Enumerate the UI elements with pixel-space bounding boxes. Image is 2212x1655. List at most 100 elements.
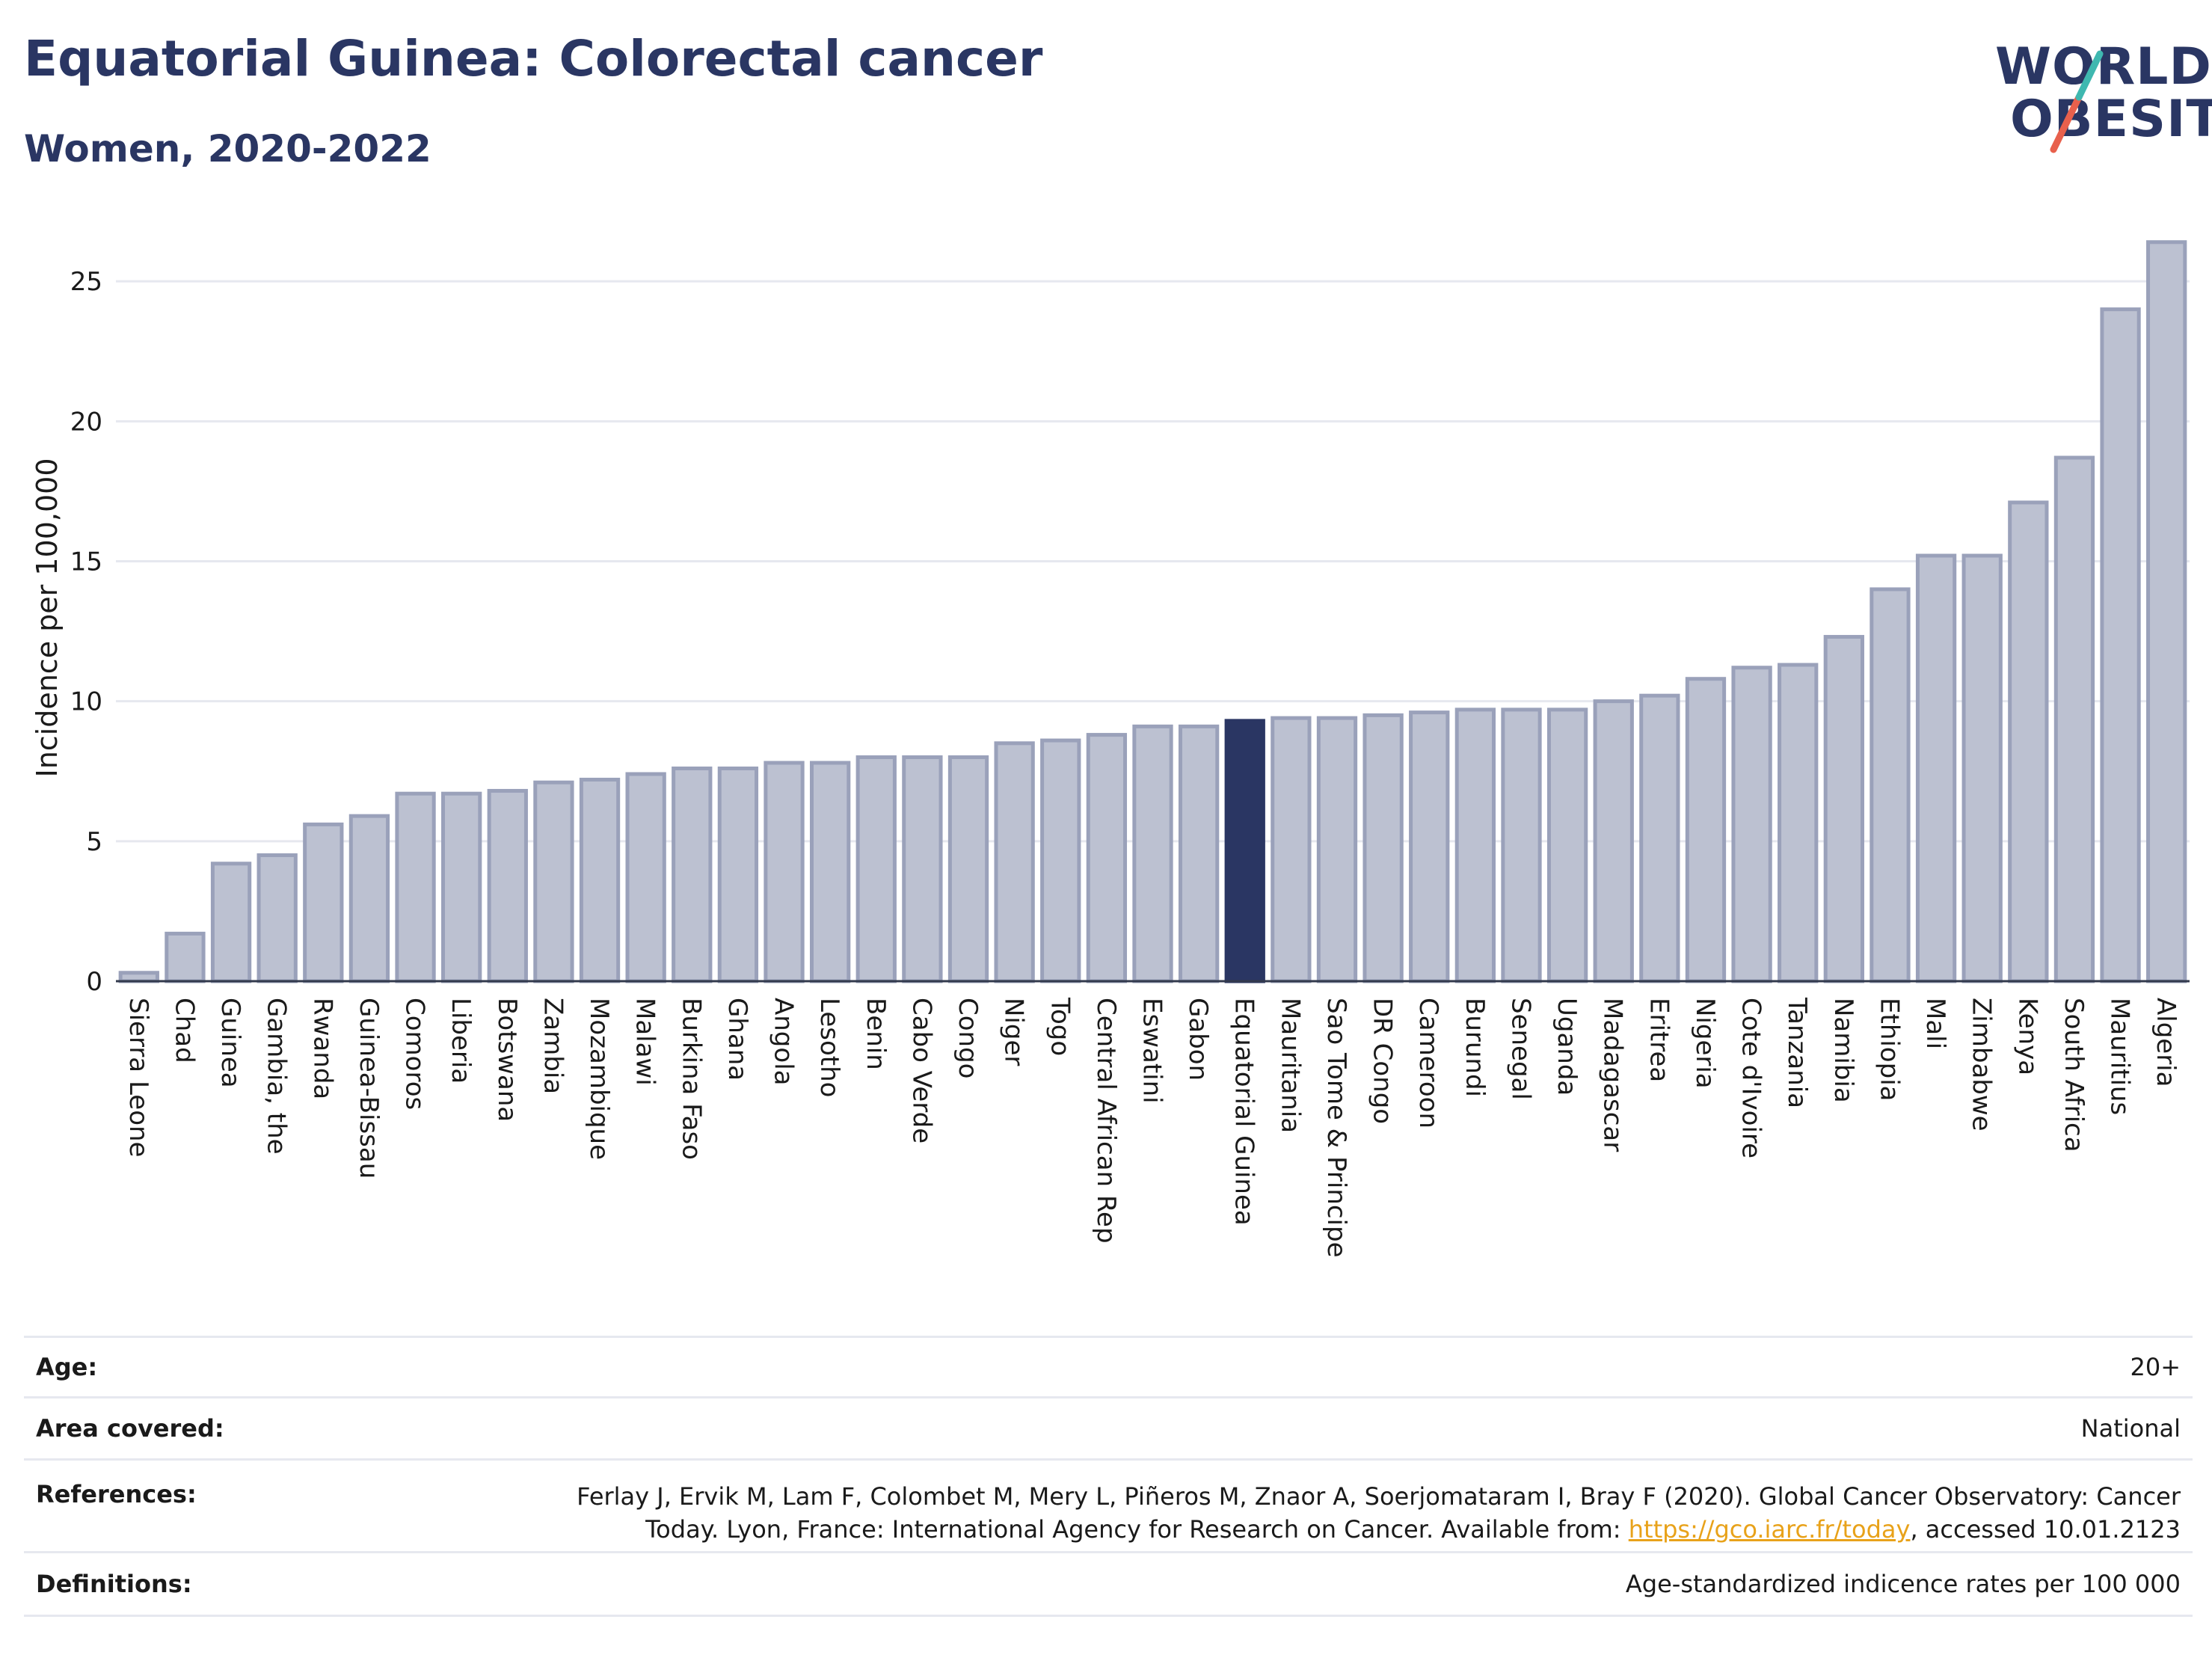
x-tick-label: Eritrea (1644, 998, 1674, 1082)
x-tick-label: Benin (861, 998, 891, 1070)
x-tick-label: Burundi (1460, 998, 1490, 1097)
definitions-value: Age-standardized indicence rates per 100… (1625, 1570, 2181, 1598)
bar (947, 755, 989, 983)
x-tick-label: Sierra Leone (123, 998, 153, 1157)
x-tick-label: Burkina Faso (676, 998, 706, 1160)
bar (717, 767, 759, 983)
info-row-references: References: Ferlay J, Ervik M, Lam F, Co… (24, 1458, 2193, 1551)
x-tick-label: Cote d'Ivoire (1736, 998, 1766, 1158)
bar (1823, 635, 1864, 983)
x-tick-label: Gabon (1183, 998, 1213, 1081)
bar (994, 741, 1035, 983)
bar (1639, 693, 1680, 983)
bar (855, 755, 897, 983)
bar (1178, 724, 1220, 983)
bar (441, 791, 482, 983)
info-row-area: Area covered: National (24, 1396, 2193, 1458)
bar (2100, 307, 2141, 983)
x-tick-label: Malawi (630, 998, 660, 1086)
x-tick-label: Congo (953, 998, 983, 1078)
info-table: Age: 20+ Area covered: National Referenc… (24, 1336, 2193, 1617)
bar (1546, 707, 1588, 983)
x-tick-label: Guinea (215, 998, 245, 1088)
x-tick-label: Niger (999, 998, 1029, 1066)
bar (902, 755, 943, 983)
references-value: Ferlay J, Ervik M, Lam F, Colombet M, Me… (577, 1480, 2193, 1546)
bar (809, 761, 851, 983)
bar (395, 791, 436, 983)
bar (348, 814, 390, 983)
bar (1086, 733, 1128, 983)
info-row-age: Age: 20+ (24, 1336, 2193, 1396)
bar (210, 862, 252, 983)
bar (303, 822, 344, 983)
x-tick-label: Tanzania (1782, 997, 1812, 1108)
logo-word-obesity: OBESITY (2010, 90, 2212, 149)
bar (672, 767, 713, 983)
bar (1593, 699, 1634, 983)
x-tick-label: Eswatini (1137, 998, 1167, 1104)
definitions-label: Definitions: (36, 1570, 192, 1598)
x-tick-label: Lesotho (814, 998, 844, 1097)
x-tick-label: Guinea-Bissau (354, 998, 384, 1179)
bar-chart: 0 5 10 15 20 25 Incidence per 100,000 Sierra Le… (31, 240, 2190, 1258)
bar (1915, 553, 1957, 983)
y-tick-label: 25 (70, 267, 102, 297)
x-tick-label: South Africa (2059, 998, 2089, 1152)
x-tick-label: Mauritius (2105, 998, 2135, 1115)
bar (1731, 666, 1772, 983)
x-tick-label: Mali (1920, 998, 1950, 1049)
bar (625, 772, 666, 983)
references-line2-suffix: , accessed 10.01.2123 (1910, 1515, 2181, 1544)
world-obesity-logo: WORLD OBESITY (1995, 22, 2212, 157)
x-tick-label: Mozambique (584, 998, 614, 1160)
bar (2008, 500, 2049, 983)
x-tick-label: Angola (769, 998, 799, 1085)
bar (487, 788, 528, 983)
references-line1: Ferlay J, Ervik M, Lam F, Colombet M, Me… (577, 1482, 2181, 1511)
bar (1961, 553, 2003, 983)
bar (165, 931, 206, 983)
bar (1362, 713, 1404, 983)
info-row-definitions: Definitions: Age-standardized indicence … (24, 1551, 2193, 1617)
y-axis-label: Incidence per 100,000 (31, 458, 64, 777)
references-link[interactable]: https://gco.iarc.fr/today (1628, 1515, 1911, 1544)
y-tick-label: 10 (70, 687, 102, 717)
bar (1132, 724, 1173, 983)
x-tick-label: Cabo Verde (906, 998, 936, 1143)
x-tick-label: Togo (1045, 997, 1075, 1056)
logo-slash-icon (2050, 50, 2104, 153)
bar (533, 780, 574, 983)
x-tick-label: Central African Rep (1091, 998, 1121, 1244)
bar (1778, 663, 1819, 983)
x-tick-label: DR Congo (1368, 998, 1398, 1124)
bar (2146, 240, 2187, 983)
references-line2-prefix: Today. Lyon, France: International Agenc… (645, 1515, 1629, 1544)
bar (256, 853, 298, 983)
area-value: National (2080, 1414, 2181, 1443)
bar (1685, 677, 1727, 983)
page-subtitle: Women, 2020-2022 (24, 127, 431, 171)
x-tick-label: Gambia, the (262, 998, 292, 1155)
y-tick-label: 0 (86, 967, 102, 997)
x-tick-label: Botswana (492, 998, 522, 1122)
x-tick-label: Liberia (446, 998, 476, 1084)
age-label: Age: (36, 1353, 98, 1381)
bar (1870, 587, 1911, 983)
y-tick-label: 5 (86, 827, 102, 857)
bar (1224, 719, 1265, 983)
x-tick-label: Zimbabwe (1967, 998, 1997, 1132)
bar (1316, 716, 1358, 983)
x-tick-label: Rwanda (307, 998, 337, 1099)
bar (1501, 707, 1542, 983)
x-tick-label: Zambia (538, 998, 568, 1094)
x-tick-label: Namibia (1828, 998, 1858, 1103)
x-tick-label: Mauritania (1275, 998, 1305, 1133)
x-tick-label: Algeria (2151, 998, 2181, 1087)
age-value: 20+ (2130, 1353, 2181, 1381)
bar (1271, 716, 1312, 983)
bar (1454, 707, 1496, 983)
x-tick-label: Ethiopia (1874, 998, 1904, 1101)
x-tick-label: Nigeria (1690, 998, 1720, 1089)
references-label: References: (36, 1480, 197, 1508)
